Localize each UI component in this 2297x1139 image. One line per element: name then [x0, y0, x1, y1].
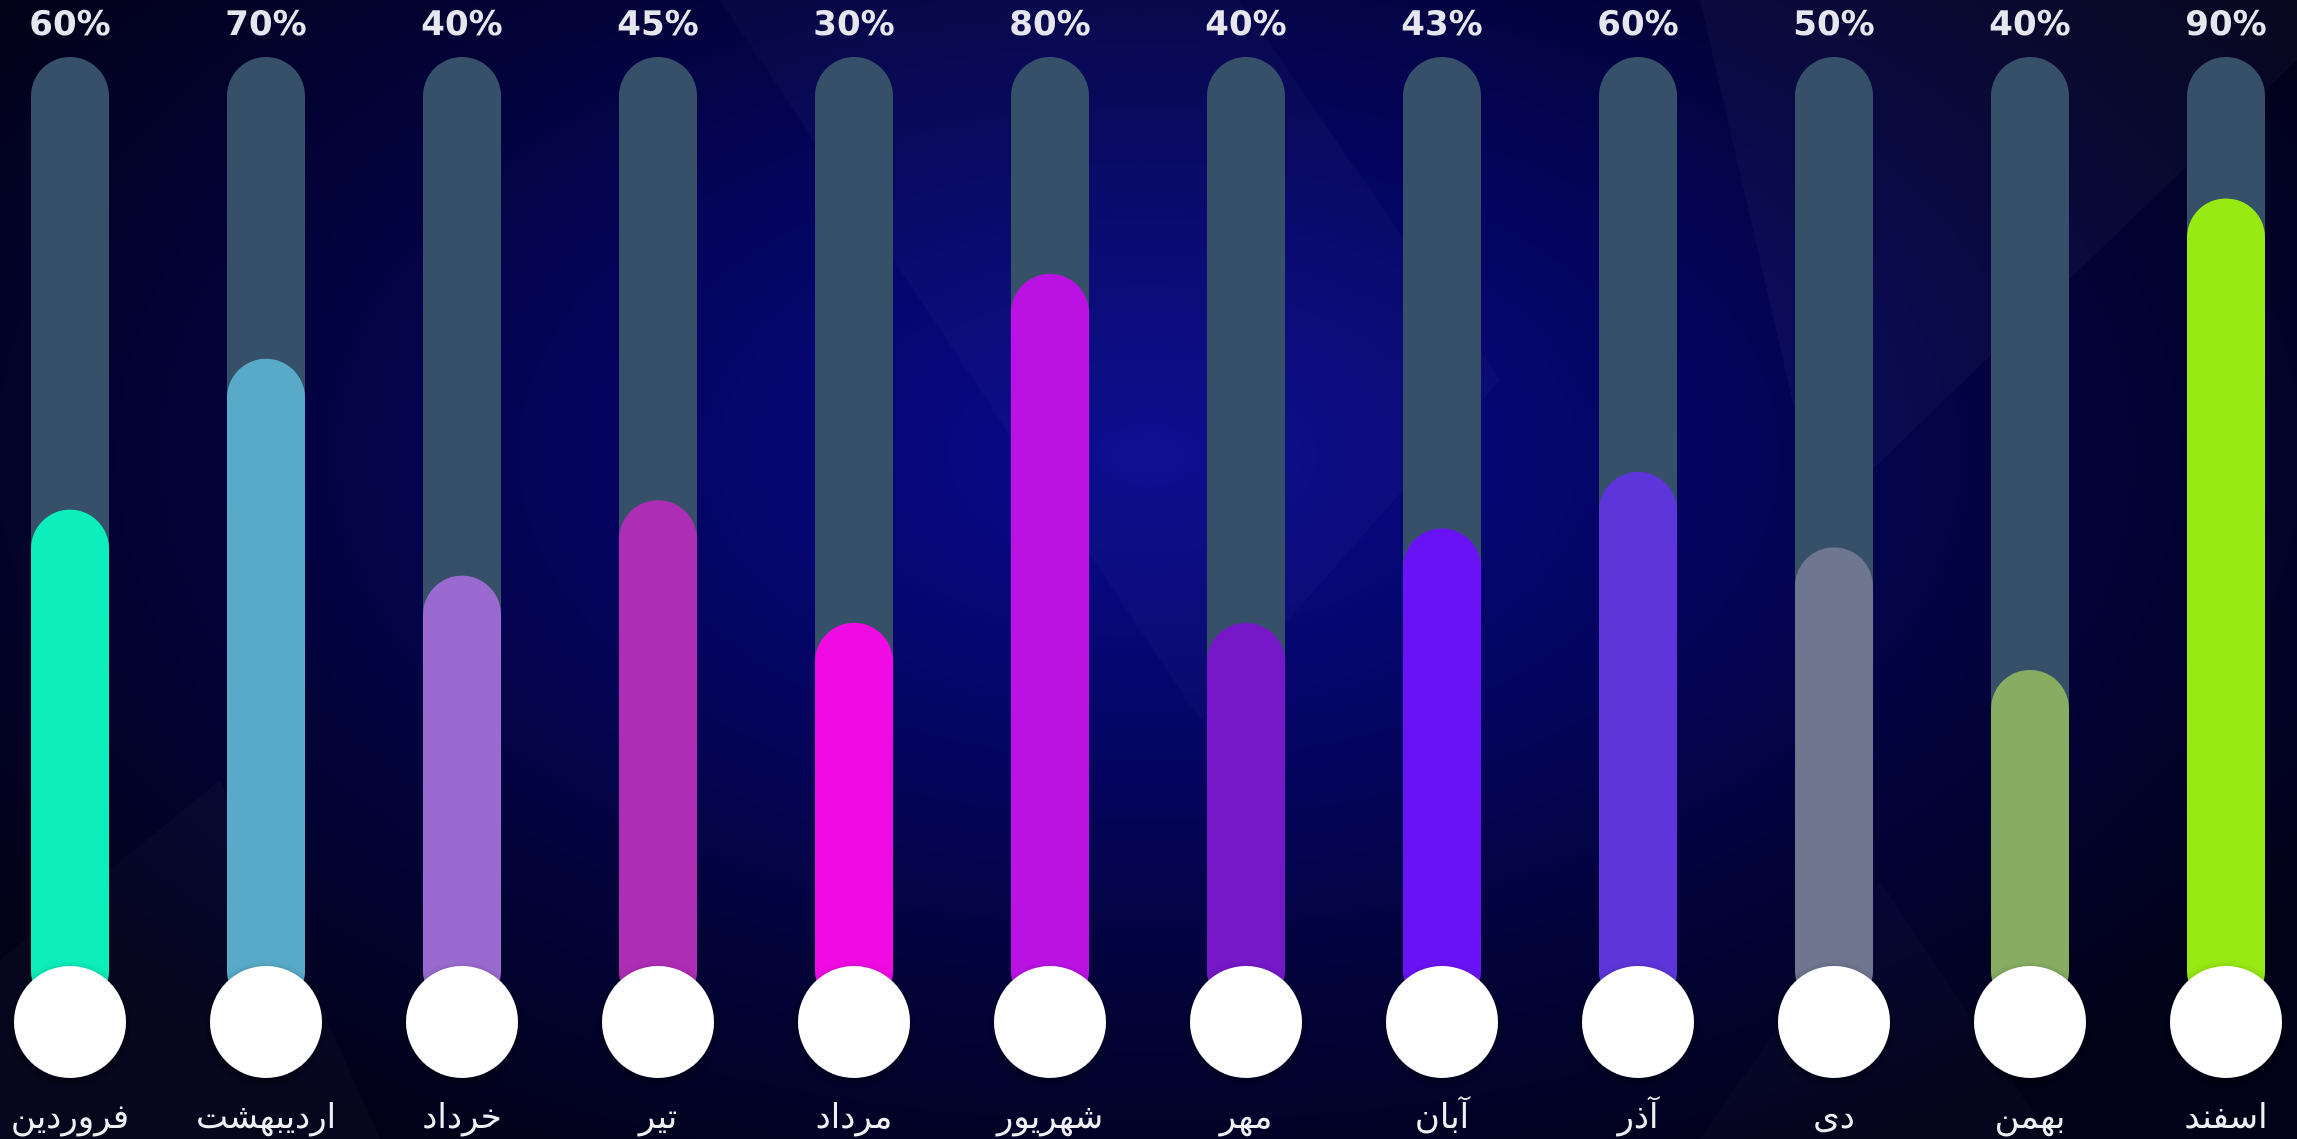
- bar-knob: [406, 966, 518, 1078]
- bar-group: 60% آذر: [1582, 4, 1694, 1137]
- bar: [31, 509, 109, 1010]
- category-label: مهر: [1218, 1097, 1273, 1137]
- bar-knob: [1190, 966, 1302, 1078]
- data-label: 45%: [617, 4, 698, 44]
- bar: [1599, 471, 1677, 1010]
- data-label: 40%: [1205, 4, 1286, 44]
- bar-knob: [798, 966, 910, 1078]
- bar-knob: [994, 966, 1106, 1078]
- bar-group: 90% اسفند: [2170, 4, 2282, 1137]
- data-label: 43%: [1401, 4, 1482, 44]
- bar-group: 50% دی: [1778, 4, 1890, 1137]
- bar: [1207, 622, 1285, 1010]
- data-label: 90%: [2185, 4, 2266, 44]
- bar-group: 30% مرداد: [798, 4, 910, 1137]
- data-label: 30%: [813, 4, 894, 44]
- bar-knob: [602, 966, 714, 1078]
- category-label: اسفند: [2184, 1097, 2267, 1137]
- bar: [423, 575, 501, 1010]
- bar: [1991, 669, 2069, 1010]
- data-label: 70%: [225, 4, 306, 44]
- bar-group: 70% اردیبهشت: [196, 4, 336, 1137]
- data-label: 50%: [1793, 4, 1874, 44]
- bar: [227, 358, 305, 1010]
- bar-knob: [1386, 966, 1498, 1078]
- bar-group: 40% خرداد: [406, 4, 518, 1137]
- bar-group: 80% شهریور: [994, 4, 1106, 1137]
- bar-knob: [2170, 966, 2282, 1078]
- category-label: شهریور: [995, 1097, 1103, 1137]
- bar: [1011, 273, 1089, 1010]
- bar-group: 45% تیر: [602, 4, 714, 1137]
- bar: [619, 500, 697, 1010]
- category-label: خرداد: [422, 1097, 502, 1137]
- data-label: 60%: [1597, 4, 1678, 44]
- bar-group: 60% فروردین: [11, 4, 129, 1137]
- data-label: 80%: [1009, 4, 1090, 44]
- data-label: 40%: [1989, 4, 2070, 44]
- bar: [1795, 547, 1873, 1010]
- category-label: دی: [1813, 1097, 1855, 1137]
- data-label: 40%: [421, 4, 502, 44]
- bar-knob: [1582, 966, 1694, 1078]
- bar: [815, 622, 893, 1010]
- bar: [2187, 198, 2265, 1010]
- bar: [1403, 528, 1481, 1010]
- category-label: اردیبهشت: [196, 1097, 336, 1137]
- bar-group: 40% مهر: [1190, 4, 1302, 1137]
- category-label: فروردین: [11, 1097, 129, 1137]
- category-label: مرداد: [816, 1097, 893, 1137]
- data-label: 60%: [29, 4, 110, 44]
- bar-group: 40% بهمن: [1974, 4, 2086, 1137]
- category-label: بهمن: [1995, 1097, 2066, 1137]
- category-label: تیر: [637, 1097, 677, 1137]
- bar-knob: [14, 966, 126, 1078]
- category-label: آذر: [1615, 1096, 1660, 1137]
- category-label: آبان: [1415, 1096, 1471, 1137]
- bar-group: 43% آبان: [1386, 4, 1498, 1137]
- bar-knob: [1974, 966, 2086, 1078]
- bar-knob: [210, 966, 322, 1078]
- bar-knob: [1778, 966, 1890, 1078]
